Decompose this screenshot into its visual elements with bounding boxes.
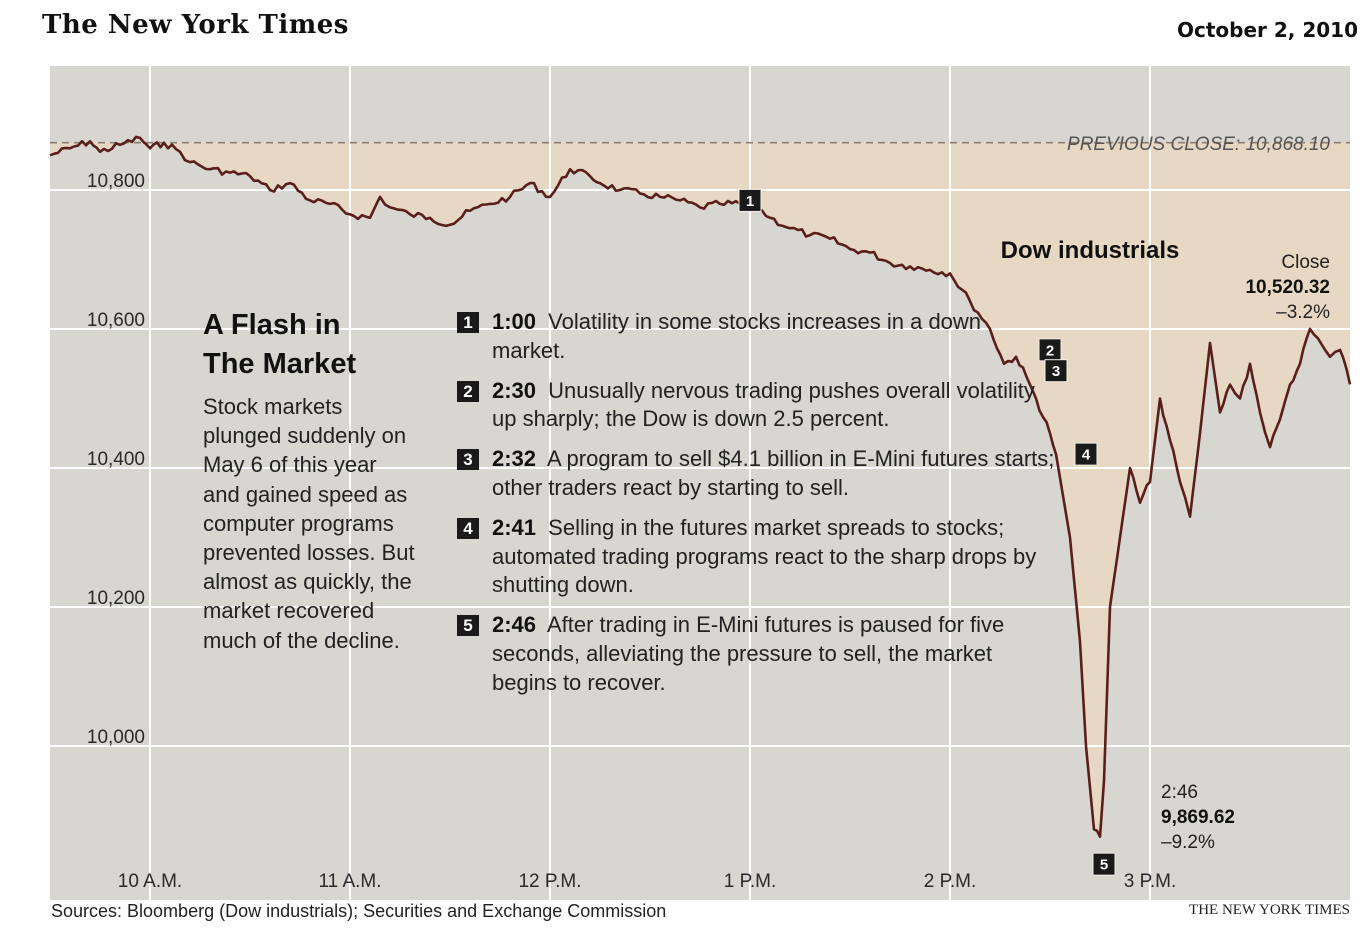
x-tick-label: 2 P.M. — [924, 871, 976, 892]
close-annotation-change: –3.2% — [1276, 302, 1330, 323]
x-tick-label: 3 P.M. — [1124, 871, 1176, 892]
previous-close-label: PREVIOUS CLOSE: 10,868.10 — [1067, 134, 1330, 155]
event-time: 1:00 — [492, 309, 537, 334]
event-number-badge: 1 — [457, 312, 479, 333]
masthead-logo: The New York Times — [42, 10, 349, 40]
event-item-4: 4 2:41 Selling in the futures market spr… — [456, 514, 1056, 600]
event-time: 2:32 — [492, 446, 537, 472]
decline-area-fill — [50, 142, 1350, 837]
event-number-badge: 3 — [457, 449, 479, 471]
event-marker-number: 5 — [1100, 857, 1108, 874]
event-description: Volatility in some stocks increases in a… — [492, 309, 982, 363]
event-description: Selling in the futures market spreads to… — [492, 514, 1037, 598]
sources-note: Sources: Bloomberg (Dow industrials); Se… — [51, 901, 667, 921]
credit-line: THE NEW YORK TIMES — [1189, 902, 1350, 918]
x-tick-label: 1 P.M. — [724, 871, 776, 892]
event-list: 1 1:00 Volatility in some stocks increas… — [456, 308, 1056, 709]
y-tick-label: 10,600 — [87, 310, 145, 331]
event-time: 2:30 — [492, 377, 537, 403]
event-item-2: 2 2:30 Unusually nervous trading pushes … — [456, 377, 1056, 435]
event-number-badge: 4 — [457, 517, 479, 539]
info-title-line2: The Market — [203, 348, 357, 380]
event-marker-5 — [1092, 852, 1116, 876]
x-tick-label: 12 P.M. — [518, 871, 581, 892]
event-marker-number: 2 — [1046, 342, 1054, 359]
event-item-1: 1 1:00 Volatility in some stocks increas… — [456, 308, 1056, 366]
series-label: Dow industrials — [1001, 237, 1180, 264]
event-number-badge: 2 — [457, 380, 479, 402]
low-annotation-change: –9.2% — [1161, 832, 1215, 853]
event-description: Unusually nervous trading pushes overall… — [492, 377, 1035, 432]
event-marker-4 — [1074, 442, 1098, 466]
event-description: A program to sell $4.1 billion in E-Mini… — [492, 446, 1055, 500]
dow-series-line — [49, 135, 1352, 838]
event-marker-number: 4 — [1082, 447, 1091, 464]
y-tick-label: 10,800 — [87, 171, 145, 192]
event-number-badge: 5 — [457, 615, 479, 637]
low-annotation-label: 2:46 — [1161, 782, 1198, 803]
event-marker-3 — [1044, 359, 1068, 383]
publication-date: October 2, 2010 — [1176, 18, 1358, 42]
y-tick-label: 10,400 — [87, 449, 145, 470]
event-marker-number: 3 — [1052, 363, 1060, 380]
x-tick-label: 11 A.M. — [318, 871, 381, 892]
event-time: 2:46 — [492, 612, 537, 638]
y-tick-label: 10,200 — [87, 588, 145, 609]
event-marker-1 — [738, 188, 762, 212]
dow-flash-crash-chart: PREVIOUS CLOSE: 10,868.10 10,800 10,600 10,… — [49, 66, 1352, 900]
event-item-5: 5 2:46 After trading in E-Mini futures i… — [456, 611, 1056, 697]
info-panel-title: A Flash in The Market — [203, 306, 356, 384]
info-title-line1: A Flash in — [203, 309, 341, 341]
info-panel-body: Stock markets plunged suddenly on May 6 … — [203, 394, 415, 653]
event-time: 2:41 — [492, 514, 537, 540]
low-annotation-value: 9,869.62 — [1161, 807, 1235, 828]
y-tick-label: 10,000 — [87, 727, 145, 748]
x-tick-label: 10 A.M. — [118, 871, 182, 892]
event-description: After trading in E-Mini futures is pause… — [492, 612, 1005, 695]
event-item-3: 3 2:32 A program to sell $4.1 billion in… — [456, 445, 1056, 503]
close-annotation-label: Close — [1281, 252, 1330, 273]
close-annotation-value: 10,520.32 — [1245, 277, 1330, 298]
event-marker-number: 1 — [746, 193, 754, 210]
